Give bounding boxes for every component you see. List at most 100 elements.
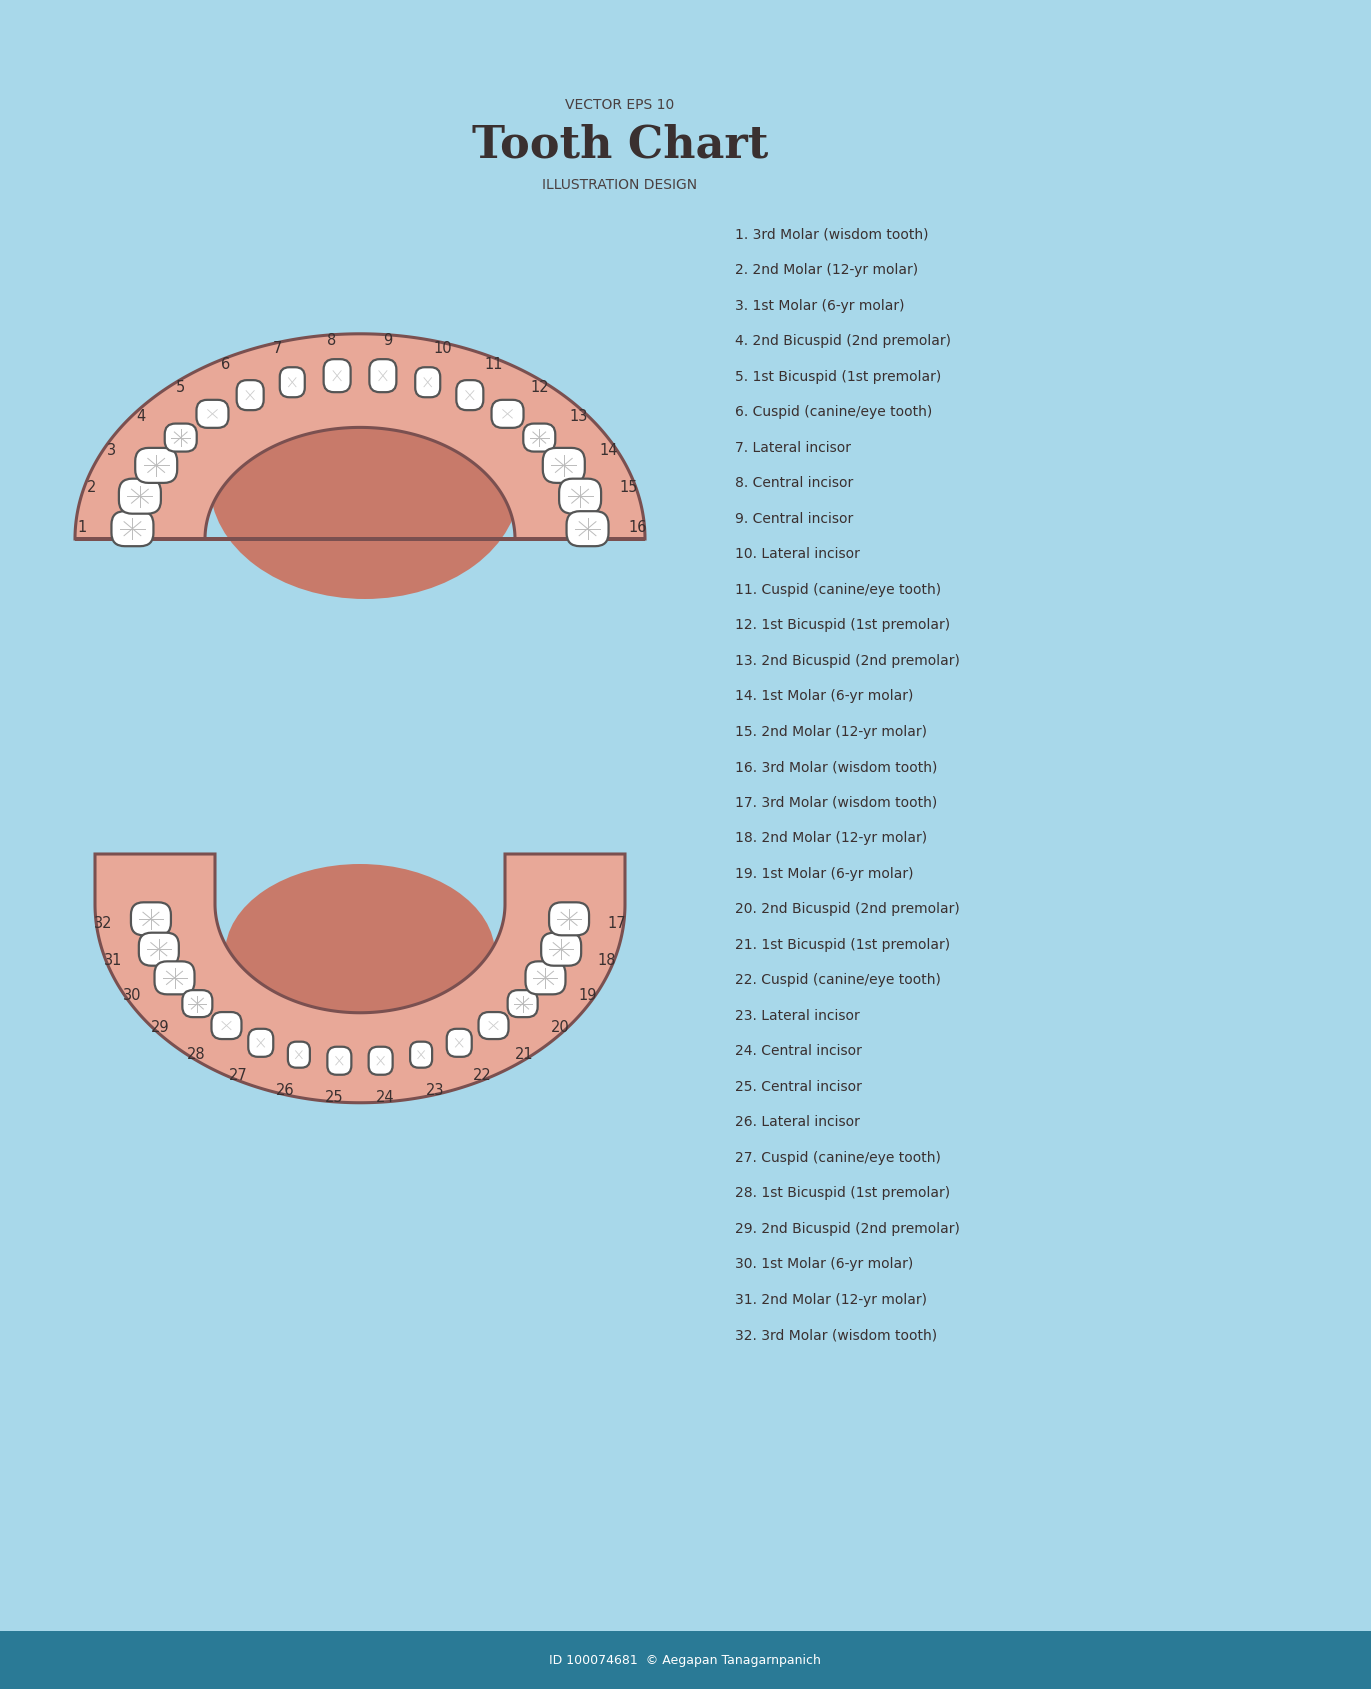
Text: 30: 30 [123, 988, 141, 1003]
Text: 10: 10 [433, 341, 452, 356]
Text: 20. 2nd Bicuspid (2nd premolar): 20. 2nd Bicuspid (2nd premolar) [735, 902, 960, 915]
FancyBboxPatch shape [136, 449, 177, 483]
Text: VECTOR EPS 10: VECTOR EPS 10 [565, 98, 675, 111]
Text: 25: 25 [325, 1089, 344, 1105]
Text: 5: 5 [175, 380, 185, 395]
Text: 7: 7 [273, 341, 282, 356]
Text: 15: 15 [620, 480, 638, 495]
Text: 23. Lateral incisor: 23. Lateral incisor [735, 1008, 860, 1022]
Text: 6: 6 [222, 356, 230, 372]
FancyBboxPatch shape [288, 1042, 310, 1067]
Text: 26: 26 [276, 1083, 295, 1096]
Text: 13. 2nd Bicuspid (2nd premolar): 13. 2nd Bicuspid (2nd premolar) [735, 654, 960, 667]
FancyBboxPatch shape [369, 1047, 392, 1076]
Text: 6. Cuspid (canine/eye tooth): 6. Cuspid (canine/eye tooth) [735, 405, 932, 419]
Text: 3. 1st Molar (6-yr molar): 3. 1st Molar (6-yr molar) [735, 299, 905, 312]
Text: 9. Central incisor: 9. Central incisor [735, 512, 853, 525]
Text: 17: 17 [607, 915, 627, 931]
Text: 12. 1st Bicuspid (1st premolar): 12. 1st Bicuspid (1st premolar) [735, 618, 950, 632]
Text: 20: 20 [550, 1018, 569, 1034]
Text: 17. 3rd Molar (wisdom tooth): 17. 3rd Molar (wisdom tooth) [735, 796, 938, 809]
FancyBboxPatch shape [132, 904, 171, 936]
Text: 13: 13 [569, 409, 588, 424]
Ellipse shape [210, 370, 520, 600]
Text: ILLUSTRATION DESIGN: ILLUSTRATION DESIGN [543, 177, 698, 193]
Text: 28: 28 [186, 1045, 206, 1061]
FancyBboxPatch shape [492, 400, 524, 429]
Text: 29: 29 [151, 1018, 170, 1034]
Text: 1: 1 [78, 520, 88, 535]
Text: 29. 2nd Bicuspid (2nd premolar): 29. 2nd Bicuspid (2nd premolar) [735, 1221, 960, 1235]
Text: 15. 2nd Molar (12-yr molar): 15. 2nd Molar (12-yr molar) [735, 725, 927, 738]
FancyBboxPatch shape [111, 512, 154, 547]
Text: 7. Lateral incisor: 7. Lateral incisor [735, 441, 851, 454]
Text: 2: 2 [86, 480, 96, 495]
FancyBboxPatch shape [507, 990, 537, 1017]
Text: 4: 4 [137, 409, 147, 424]
FancyBboxPatch shape [211, 1012, 241, 1039]
Text: 16. 3rd Molar (wisdom tooth): 16. 3rd Molar (wisdom tooth) [735, 760, 938, 774]
Text: 23: 23 [426, 1083, 444, 1096]
Text: 32. 3rd Molar (wisdom tooth): 32. 3rd Molar (wisdom tooth) [735, 1328, 938, 1341]
FancyBboxPatch shape [566, 512, 609, 547]
FancyBboxPatch shape [196, 400, 229, 429]
Text: 5. 1st Bicuspid (1st premolar): 5. 1st Bicuspid (1st premolar) [735, 370, 942, 383]
Text: 18. 2nd Molar (12-yr molar): 18. 2nd Molar (12-yr molar) [735, 831, 927, 844]
Text: 3: 3 [107, 443, 117, 458]
FancyBboxPatch shape [138, 932, 178, 966]
Text: 10. Lateral incisor: 10. Lateral incisor [735, 547, 860, 561]
Polygon shape [95, 855, 625, 1103]
Text: ID 100074681  © Aegapan Tanagarnpanich: ID 100074681 © Aegapan Tanagarnpanich [548, 1654, 821, 1667]
FancyBboxPatch shape [182, 990, 213, 1017]
Text: 8. Central incisor: 8. Central incisor [735, 476, 853, 490]
Text: 22: 22 [473, 1067, 491, 1083]
Text: 24. Central incisor: 24. Central incisor [735, 1044, 862, 1057]
Text: 28. 1st Bicuspid (1st premolar): 28. 1st Bicuspid (1st premolar) [735, 1186, 950, 1199]
FancyBboxPatch shape [457, 382, 484, 410]
Text: 31: 31 [104, 953, 122, 968]
Text: 12: 12 [531, 380, 550, 395]
Text: 32: 32 [93, 915, 112, 931]
FancyBboxPatch shape [559, 480, 600, 515]
Text: 21. 1st Bicuspid (1st premolar): 21. 1st Bicuspid (1st premolar) [735, 937, 950, 951]
FancyBboxPatch shape [542, 932, 581, 966]
Text: 9: 9 [384, 333, 392, 348]
Text: 2. 2nd Molar (12-yr molar): 2. 2nd Molar (12-yr molar) [735, 263, 919, 277]
FancyBboxPatch shape [410, 1042, 432, 1067]
Text: 27: 27 [229, 1067, 247, 1083]
Text: 11. Cuspid (canine/eye tooth): 11. Cuspid (canine/eye tooth) [735, 583, 941, 596]
Text: 4. 2nd Bicuspid (2nd premolar): 4. 2nd Bicuspid (2nd premolar) [735, 334, 951, 348]
Text: 1. 3rd Molar (wisdom tooth): 1. 3rd Molar (wisdom tooth) [735, 228, 928, 242]
Bar [0, 1632, 1371, 1689]
FancyBboxPatch shape [324, 360, 351, 394]
Text: 31. 2nd Molar (12-yr molar): 31. 2nd Molar (12-yr molar) [735, 1292, 927, 1306]
Text: 19. 1st Molar (6-yr molar): 19. 1st Molar (6-yr molar) [735, 866, 913, 880]
Text: 26. Lateral incisor: 26. Lateral incisor [735, 1115, 860, 1128]
FancyBboxPatch shape [248, 1029, 273, 1057]
FancyBboxPatch shape [280, 368, 304, 399]
FancyBboxPatch shape [165, 424, 196, 453]
FancyBboxPatch shape [548, 904, 590, 936]
Text: 14. 1st Molar (6-yr molar): 14. 1st Molar (6-yr molar) [735, 689, 913, 703]
Text: 30. 1st Molar (6-yr molar): 30. 1st Molar (6-yr molar) [735, 1257, 913, 1270]
FancyBboxPatch shape [369, 360, 396, 394]
Text: 8: 8 [328, 333, 337, 348]
Text: 21: 21 [514, 1045, 533, 1061]
Text: Tooth Chart: Tooth Chart [472, 123, 768, 167]
FancyBboxPatch shape [155, 961, 195, 995]
Text: 19: 19 [579, 988, 598, 1003]
Text: 16: 16 [628, 520, 647, 535]
Text: 22. Cuspid (canine/eye tooth): 22. Cuspid (canine/eye tooth) [735, 973, 941, 986]
Text: 24: 24 [376, 1089, 395, 1105]
FancyBboxPatch shape [447, 1029, 472, 1057]
FancyBboxPatch shape [525, 961, 565, 995]
Text: 27. Cuspid (canine/eye tooth): 27. Cuspid (canine/eye tooth) [735, 1150, 941, 1164]
FancyBboxPatch shape [237, 382, 263, 410]
FancyBboxPatch shape [524, 424, 555, 453]
Ellipse shape [225, 865, 495, 1044]
Text: 14: 14 [599, 443, 618, 458]
Text: 18: 18 [598, 953, 617, 968]
FancyBboxPatch shape [478, 1012, 509, 1039]
Text: 25. Central incisor: 25. Central incisor [735, 1079, 862, 1093]
FancyBboxPatch shape [328, 1047, 351, 1076]
